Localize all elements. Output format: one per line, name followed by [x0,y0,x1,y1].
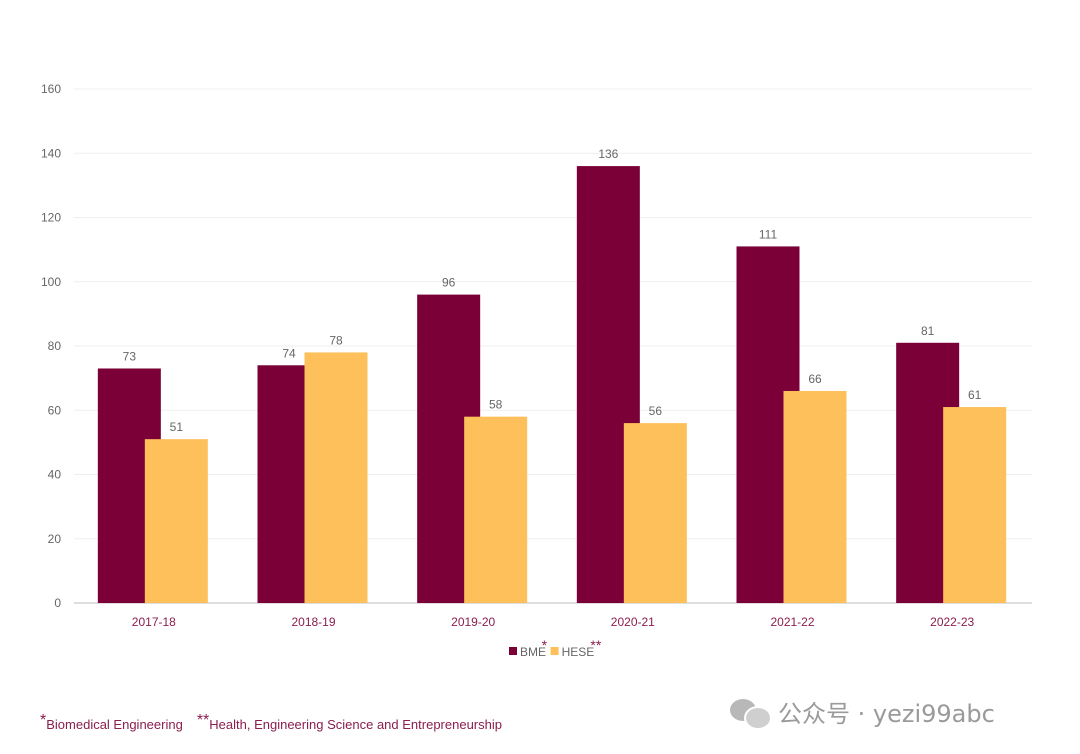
data-label: 81 [921,324,935,338]
data-label: 96 [442,276,456,290]
bar-hese [144,439,208,603]
footnotes: *Biomedical Engineering **Health, Engine… [40,712,502,732]
data-label: 74 [282,346,296,360]
y-tick-label: 20 [48,532,62,546]
legend: BME* HESE** [509,637,602,659]
footnote-hese: **Health, Engineering Science and Entrep… [197,712,502,732]
data-label: 61 [968,388,982,402]
data-label: 73 [123,349,137,363]
y-tick-label: 160 [41,82,61,96]
y-tick-label: 40 [48,468,62,482]
bar-hese [464,416,528,603]
footnote-marker: ** [196,712,210,729]
x-tick-label: 2019-20 [451,615,495,629]
y-tick-label: 100 [41,275,61,289]
data-label: 136 [598,147,618,161]
legend-label-bme: BME [520,645,546,659]
x-tick-label: 2020-21 [611,615,655,629]
y-axis-ticks: 0 20 40 60 80 100 120 140 160 [41,82,61,610]
legend-marker: ** [590,637,601,653]
data-label: 111 [759,227,778,241]
data-label: 56 [649,404,663,418]
gridlines [74,88,1032,604]
y-tick-label: 140 [41,146,61,160]
x-tick-label: 2022-23 [930,615,974,629]
legend-swatch-bme [509,647,517,655]
bar-hese [783,390,847,603]
x-tick-label: 2021-22 [770,615,814,629]
wechat-icon [730,697,772,730]
legend-swatch-hese [550,647,559,655]
x-tick-label: 2018-19 [291,615,335,629]
y-tick-label: 60 [48,403,62,417]
data-label: 51 [170,420,184,434]
data-label: 66 [808,372,822,386]
y-tick-label: 120 [41,211,61,225]
bar-hese [304,352,368,603]
y-tick-label: 0 [54,596,61,610]
x-axis-ticks: 2017-18 2018-19 2019-20 2020-21 2021-22 2022-… [132,615,975,629]
legend-label-hese: HESE [562,645,595,659]
bar-hese [623,423,687,603]
data-label: 78 [329,333,343,347]
y-tick-label: 80 [48,339,62,353]
footnote-text: Health, Engineering Science and Entrepre… [209,717,502,732]
bar-chart: 0 20 40 60 80 100 120 140 160 73 51 74 78 96 58 136 56 1… [41,82,1032,659]
footnote-marker: * [40,712,47,729]
bars [97,166,1007,603]
data-labels: 73 51 74 78 96 58 136 56 111 66 81 61 [123,147,982,434]
x-tick-label: 2017-18 [132,615,176,629]
data-label: 58 [489,398,503,412]
watermark-text: 公众号 · yezi99abc [778,700,995,728]
footnote-bme: *Biomedical Engineering [40,712,183,732]
watermark: 公众号 · yezi99abc [730,694,995,730]
legend-marker: * [542,637,548,653]
bar-hese [943,407,1007,603]
footnote-text: Biomedical Engineering [46,717,183,732]
